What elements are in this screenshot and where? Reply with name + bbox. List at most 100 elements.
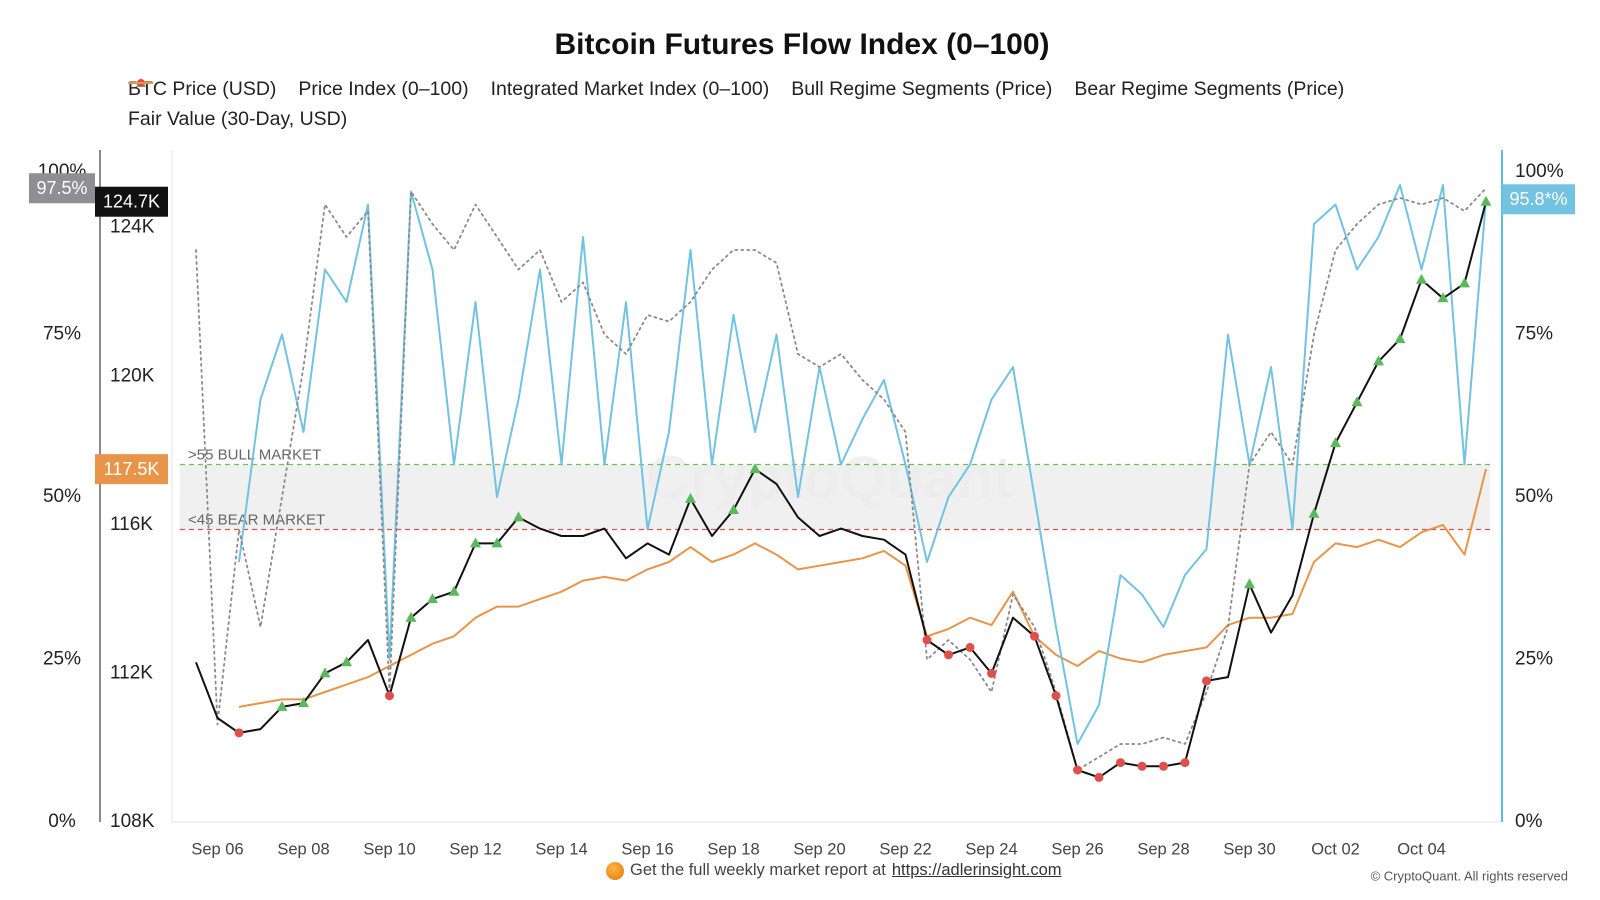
- y2-tick-label: 50%: [1515, 486, 1553, 507]
- legend-item: Bull Regime Segments (Price): [136, 76, 1053, 103]
- bull-marker: [1416, 273, 1427, 284]
- legend-item: Integrated Market Index (0–100): [129, 76, 770, 103]
- bull-marker: [1330, 437, 1341, 448]
- x-tick-label: Sep 12: [449, 840, 501, 858]
- bull-marker: [1459, 277, 1470, 288]
- bull-marker: [728, 504, 739, 514]
- bull-marker: [685, 492, 696, 503]
- x-tick-label: Sep 20: [793, 840, 845, 858]
- bear-marker: [1094, 772, 1104, 782]
- y2-tick-label: 25%: [1515, 649, 1553, 670]
- bull-marker: [448, 585, 460, 596]
- bear-marker: [1030, 631, 1039, 641]
- bull-marker: [1351, 396, 1363, 407]
- footer-icon: [606, 861, 624, 880]
- x-tick-label: Sep 18: [707, 840, 759, 858]
- legend-label: Bull Regime Segments (Price): [791, 78, 1053, 100]
- legend-item: Price Index (0–100): [128, 76, 469, 103]
- threshold-label: >55 BULL MARKET: [188, 446, 321, 463]
- y-tick-label: 108K: [110, 811, 155, 832]
- bull-marker: [749, 463, 761, 474]
- bull-marker: [298, 697, 309, 708]
- bear-marker: [1202, 676, 1211, 686]
- bull-marker: [341, 656, 352, 667]
- y-tick-label: 124K: [110, 217, 155, 238]
- bull-marker: [1437, 292, 1449, 303]
- bull-marker: [1308, 507, 1320, 518]
- legend-label: Bear Regime Segments (Price): [1074, 78, 1345, 100]
- y2-tick-label: 0%: [1515, 811, 1543, 832]
- bear-marker: [944, 650, 953, 660]
- footer-link[interactable]: https://adlerinsight.com: [891, 861, 1062, 879]
- bull-marker: [319, 667, 331, 678]
- x-tick-label: Sep 16: [621, 840, 673, 858]
- x-tick-label: Sep 14: [535, 840, 587, 858]
- x-tick-label: Sep 24: [965, 840, 1017, 858]
- x-tick-label: Sep 28: [1137, 840, 1189, 858]
- bull-marker: [1244, 578, 1255, 589]
- bull-marker: [1480, 195, 1492, 206]
- end-label: 124.7K: [103, 191, 160, 211]
- bull-marker: [491, 537, 503, 548]
- y2-tick-label: 100%: [1515, 161, 1564, 182]
- x-tick-label: Sep 26: [1051, 840, 1103, 858]
- legend: BTC Price (USD) Price Index (0–100) Integr…: [128, 76, 1558, 133]
- legend-item: Bear Regime Segments (Price): [137, 76, 1345, 103]
- x-tick-label: Oct 04: [1397, 840, 1446, 858]
- end-badge: [95, 186, 168, 217]
- footer-text: Get the full weekly market report at: [630, 861, 886, 879]
- end-label: 95.8*%: [1509, 189, 1567, 209]
- x-tick-label: Sep 10: [363, 840, 415, 858]
- x-tick-label: Sep 22: [879, 840, 931, 858]
- bull-marker: [1373, 355, 1384, 366]
- bear-marker: [965, 642, 975, 652]
- footer: Get the full weekly market report at htt…: [606, 861, 1062, 880]
- left-percent-label: 75%: [43, 324, 81, 345]
- bear-marker: [385, 691, 394, 701]
- left-percent-label: 25%: [43, 649, 81, 670]
- bear-marker: [1137, 761, 1147, 771]
- series-line: [195, 187, 1487, 771]
- legend-label: Integrated Market Index (0–100): [490, 78, 770, 100]
- y-tick-label: 116K: [110, 514, 153, 535]
- bull-marker: [1394, 333, 1406, 344]
- x-tick-label: Sep 30: [1223, 840, 1275, 858]
- bull-marker: [276, 700, 288, 711]
- bear-marker: [987, 668, 996, 678]
- y2-tick-label: 75%: [1515, 324, 1553, 345]
- bear-marker: [922, 635, 932, 645]
- bear-marker: [1180, 758, 1190, 768]
- copyright: © CryptoQuant. All rights reserved: [1371, 868, 1568, 883]
- bull-marker: [513, 511, 524, 522]
- end-label: 117.5K: [104, 459, 160, 479]
- end-badge: [1502, 184, 1575, 215]
- bear-marker: [1159, 761, 1168, 771]
- bear-marker: [1051, 691, 1061, 701]
- end-label: 97.5%: [36, 178, 87, 198]
- bull-marker: [427, 593, 438, 604]
- bull-marker: [405, 611, 417, 622]
- x-tick-label: Sep 08: [277, 840, 329, 858]
- threshold-label: <45 BEAR MARKET: [188, 511, 325, 528]
- series-line: [238, 468, 1487, 708]
- end-badge: [95, 454, 168, 485]
- legend-label: BTC Price (USD): [128, 78, 277, 100]
- bear-marker: [1116, 758, 1125, 768]
- legend-swatch: [129, 82, 153, 84]
- end-badge: [29, 173, 95, 204]
- bear-marker: [234, 728, 244, 738]
- x-tick-label: Sep 06: [191, 840, 243, 858]
- y-tick-label: 120K: [110, 365, 155, 386]
- legend-label: Fair Value (30-Day, USD): [128, 108, 348, 130]
- bear-marker: [1073, 765, 1082, 775]
- series-line: [238, 184, 1487, 745]
- x-tick-label: Oct 02: [1311, 840, 1360, 858]
- left-percent-label: 0%: [48, 811, 76, 832]
- legend-item: Fair Value (30-Day, USD): [128, 82, 348, 133]
- legend-label: Price Index (0–100): [298, 78, 469, 100]
- left-percent-label: 50%: [43, 486, 81, 507]
- chart-title: Bitcoin Futures Flow Index (0–100): [554, 28, 1049, 61]
- y-tick-label: 112K: [110, 662, 153, 683]
